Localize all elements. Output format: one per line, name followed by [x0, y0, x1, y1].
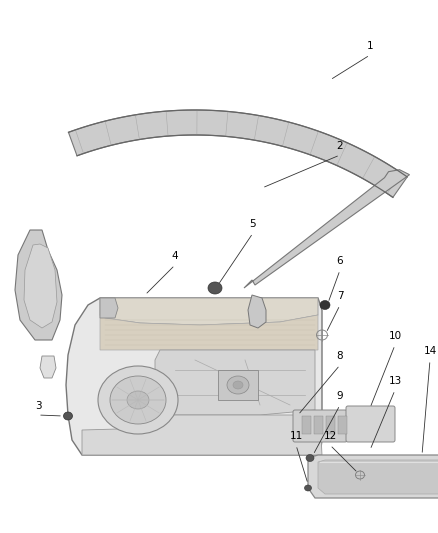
Text: 10: 10: [389, 331, 402, 341]
Ellipse shape: [306, 455, 314, 462]
Text: 5: 5: [250, 219, 256, 229]
Polygon shape: [248, 295, 266, 328]
Polygon shape: [100, 298, 318, 325]
Ellipse shape: [304, 485, 311, 491]
Polygon shape: [218, 370, 258, 400]
Ellipse shape: [64, 412, 73, 420]
Text: 2: 2: [337, 141, 343, 151]
Polygon shape: [66, 298, 322, 455]
Bar: [314, 416, 323, 434]
Polygon shape: [155, 350, 315, 415]
Polygon shape: [40, 356, 56, 378]
Bar: [302, 416, 311, 434]
Text: 3: 3: [35, 401, 41, 411]
Text: 14: 14: [424, 346, 437, 356]
Text: 9: 9: [337, 391, 343, 401]
Ellipse shape: [110, 376, 166, 424]
Polygon shape: [68, 110, 407, 197]
Text: 4: 4: [172, 251, 178, 261]
Ellipse shape: [233, 381, 243, 389]
FancyBboxPatch shape: [293, 410, 347, 442]
Text: 7: 7: [337, 291, 343, 301]
FancyBboxPatch shape: [346, 406, 395, 442]
Ellipse shape: [208, 282, 222, 294]
Polygon shape: [82, 415, 322, 455]
Polygon shape: [318, 460, 438, 494]
Bar: [326, 416, 335, 434]
Text: 1: 1: [367, 41, 373, 51]
Ellipse shape: [98, 366, 178, 434]
Bar: [338, 416, 347, 434]
Text: 12: 12: [323, 431, 337, 441]
Text: 6: 6: [337, 256, 343, 266]
Polygon shape: [24, 244, 57, 328]
Text: 11: 11: [290, 431, 303, 441]
Polygon shape: [100, 315, 318, 350]
Polygon shape: [15, 230, 62, 340]
Polygon shape: [100, 298, 118, 318]
Text: 13: 13: [389, 376, 402, 386]
Ellipse shape: [227, 376, 249, 394]
Text: 8: 8: [337, 351, 343, 361]
Polygon shape: [308, 455, 438, 498]
Polygon shape: [244, 169, 410, 288]
Ellipse shape: [127, 391, 149, 409]
Ellipse shape: [320, 301, 330, 310]
